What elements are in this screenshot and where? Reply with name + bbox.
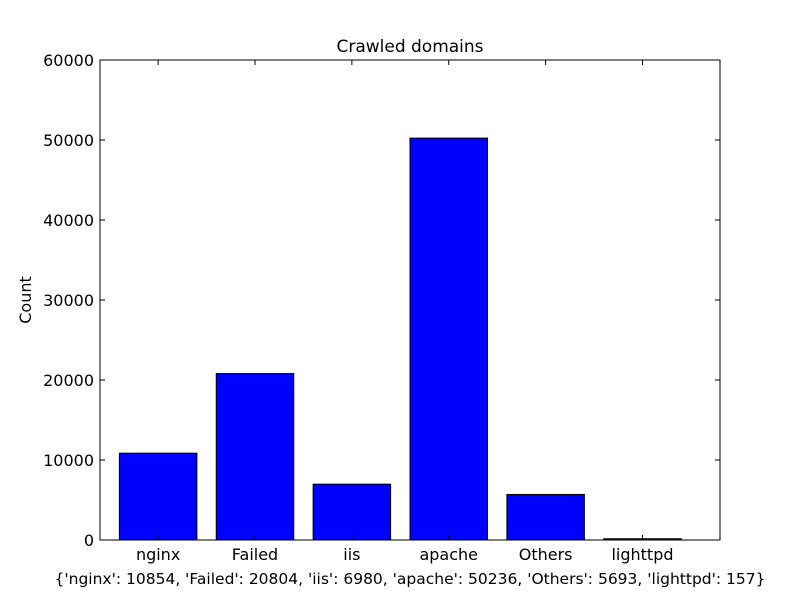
bars-group: [118, 137, 682, 541]
y-tick-label: 30000: [43, 291, 94, 310]
chart-title: Crawled domains: [336, 37, 483, 57]
y-tick-label: 50000: [43, 131, 94, 150]
bar-iis: [312, 483, 392, 541]
x-tick-label-nginx: nginx: [136, 545, 180, 564]
bar-nginx: [118, 452, 198, 541]
y-axis-ticks: 0 10000 20000 30000 40000 50000 60000: [43, 51, 720, 550]
bar-apache: [409, 137, 488, 541]
x-tick-label-others: Others: [519, 545, 573, 564]
y-tick-label: 60000: [43, 51, 94, 70]
y-tick-label: 10000: [43, 451, 94, 470]
x-tick-label-apache: apache: [419, 545, 478, 564]
x-axis-label: {'nginx': 10854, 'Failed': 20804, 'iis':…: [55, 570, 766, 588]
y-tick-label: 0: [84, 531, 94, 550]
x-axis-ticks: nginx Failed iis apache Others lighttpd: [136, 60, 674, 564]
x-tick-label-failed: Failed: [232, 545, 278, 564]
y-axis-label: Count: [16, 276, 35, 324]
x-tick-label-lighttpd: lighttpd: [611, 545, 673, 564]
y-tick-label: 20000: [43, 371, 94, 390]
x-tick-label-iis: iis: [343, 545, 360, 564]
bar-failed: [215, 373, 295, 541]
y-tick-label: 40000: [43, 211, 94, 230]
bar-others: [506, 493, 585, 541]
